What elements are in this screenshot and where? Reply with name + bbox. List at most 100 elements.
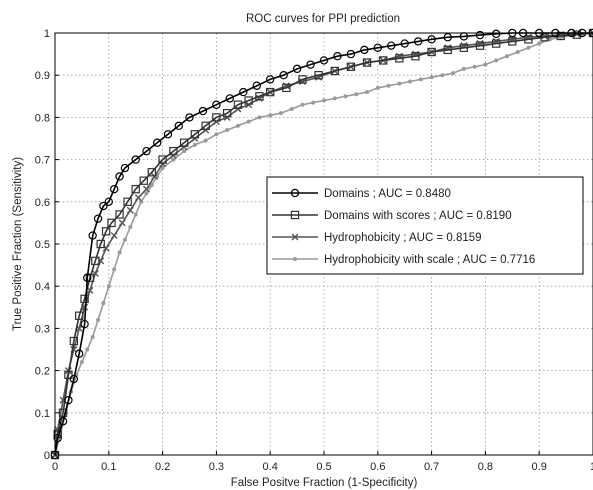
data-point (255, 92, 264, 101)
data-point (268, 113, 273, 118)
data-point (244, 96, 253, 105)
data-point (279, 70, 288, 80)
data-point (142, 146, 151, 156)
data-point (182, 149, 187, 154)
data-point (362, 58, 372, 67)
y-tick-label: 0.2 (35, 366, 50, 378)
data-point (440, 73, 445, 78)
x-tick-label: 0.3 (209, 461, 224, 473)
x-tick-label: 0.9 (532, 461, 547, 473)
data-point (233, 100, 243, 109)
data-point (483, 62, 488, 67)
data-point (75, 349, 84, 358)
series-line-domains-with-scores (54, 32, 593, 456)
data-point (212, 100, 221, 109)
data-point (491, 39, 501, 48)
data-point (69, 374, 79, 384)
data-point (311, 100, 316, 105)
data-point (278, 111, 283, 116)
data-point (64, 370, 73, 380)
data-point (330, 66, 339, 76)
data-point (139, 199, 144, 204)
data-point (109, 184, 119, 194)
legend-marker-domains-with-scores (290, 210, 300, 220)
data-point (112, 267, 117, 272)
data-point (300, 102, 305, 107)
x-tick-label: 0.4 (263, 461, 278, 473)
data-point (459, 43, 469, 52)
data-point (107, 218, 116, 228)
data-point (131, 184, 140, 194)
data-point (222, 108, 232, 118)
x-tick-label: 0.1 (101, 461, 116, 473)
data-point (515, 49, 520, 54)
data-point (395, 54, 404, 63)
legend-box (266, 176, 584, 275)
data-point (80, 319, 89, 329)
data-point (589, 29, 593, 37)
data-point (443, 45, 452, 55)
legend-marker-hydrophobicity (291, 233, 299, 241)
data-point (158, 155, 167, 164)
data-point (192, 142, 197, 147)
data-point (246, 119, 251, 124)
data-point (397, 81, 402, 86)
data-point (387, 41, 396, 50)
legend-marker-domains (290, 188, 300, 198)
data-point (153, 138, 162, 147)
data-point (198, 106, 208, 116)
y-tick-label: 0 (44, 450, 50, 462)
data-point (58, 417, 68, 426)
data-point (142, 185, 150, 193)
data-point (346, 62, 356, 71)
data-point (190, 130, 200, 139)
data-point (223, 113, 231, 121)
data-point (149, 182, 154, 187)
data-point (134, 194, 142, 202)
legend-marker-hydrophobicity-with-scale (293, 257, 297, 261)
data-point (451, 71, 456, 76)
data-point (120, 163, 130, 173)
y-tick-label: 0.5 (35, 239, 50, 251)
data-point (360, 45, 369, 55)
data-point (131, 155, 140, 164)
data-point (413, 37, 423, 46)
data-point (292, 64, 302, 74)
data-point (378, 56, 388, 65)
data-point (427, 35, 436, 44)
data-point (212, 113, 221, 122)
data-point (354, 92, 359, 97)
data-point (400, 39, 409, 48)
data-point (160, 166, 165, 171)
data-point (524, 35, 533, 44)
data-point (126, 206, 134, 214)
data-point (375, 85, 380, 90)
data-point (147, 168, 157, 177)
legend-label-hydrophobicity-with-scale: Hydrophobicity with scale ; AUC = 0.7716 (324, 254, 535, 266)
y-tick-label: 0.3 (35, 323, 50, 335)
data-point (373, 43, 382, 52)
data-point (203, 138, 208, 143)
data-point (80, 294, 89, 304)
data-point (118, 219, 126, 227)
data-point (128, 225, 133, 230)
data-point (117, 250, 122, 255)
data-point (123, 197, 132, 206)
data-point (122, 237, 127, 242)
data-point (365, 90, 370, 95)
data-point (69, 336, 79, 346)
axis-ticks: 0 0.1 0.2 0.3 0.4 0.5 0.6 0.7 0.8 0.9 1 0 0.1 0.2 0.3 0… (35, 28, 593, 473)
legend-label-domains: Domains ; AUC = 0.8480 (324, 188, 451, 200)
data-point (252, 81, 261, 90)
series-line-domains (54, 32, 593, 456)
y-tick-label: 1 (44, 28, 50, 40)
x-tick-label: 1 (590, 461, 593, 473)
legend-label-hydrophobicity: Hydrophobicity ; AUC = 0.8159 (324, 232, 482, 244)
x-tick-label: 0.2 (155, 461, 170, 473)
data-point (75, 311, 84, 320)
data-point (508, 37, 517, 46)
data-point (306, 60, 315, 69)
data-point (133, 212, 138, 217)
chart-title: ROC curves for PPI prediction (246, 13, 400, 25)
